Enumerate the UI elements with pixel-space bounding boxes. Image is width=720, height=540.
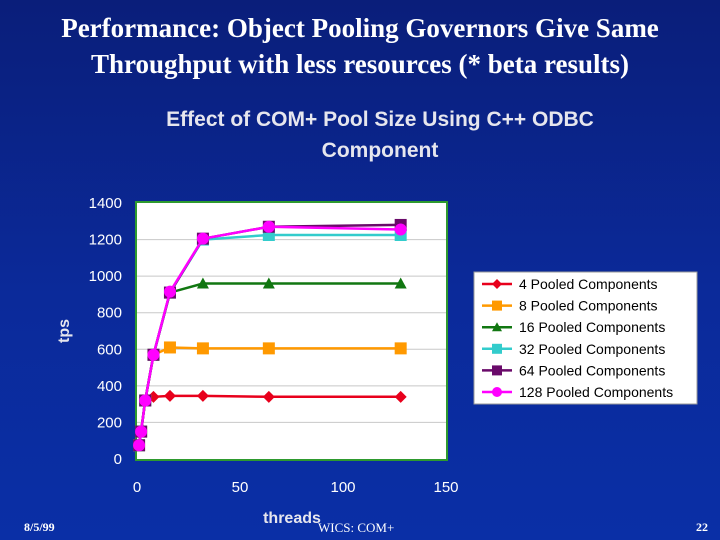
plot-area [135,201,448,461]
legend-marker [492,300,502,311]
data-point [147,348,160,361]
footer-center-text: WICS: COM+ [318,520,395,535]
x-axis-label: threads [263,510,321,527]
data-point [394,342,407,355]
data-point [196,342,209,355]
y-axis-label: tps [56,319,73,343]
chart-title-line-1: Effect of COM+ Pool Size Using C++ ODBC [166,108,594,131]
legend-marker [492,279,502,289]
data-point [133,439,146,452]
page-number: 22 [696,520,708,534]
legend-item: 128 Pooled Components [482,384,673,400]
data-point [262,342,275,355]
y-tick-label: 0 [114,451,122,468]
legend-label: 64 Pooled Components [519,362,665,378]
legend-label: 16 Pooled Components [519,319,665,335]
legend-item: 16 Pooled Components [482,319,665,335]
y-tick-label: 1000 [89,268,122,285]
legend-label: 32 Pooled Components [519,341,665,357]
legend-marker [492,365,502,376]
data-point [196,389,209,402]
legend-item: 8 Pooled Components [482,298,658,314]
chart-title-line-2: Component [321,139,439,162]
data-point [394,390,407,403]
legend-marker [492,343,502,354]
chart-title: Effect of COM+ Pool Size Using C++ ODBC … [120,104,640,166]
legend-marker [492,322,502,332]
legend-marker [492,387,502,397]
legend-label: 4 Pooled Components [519,276,658,292]
y-tick-label: 800 [97,305,122,322]
y-tick-label: 400 [97,378,122,395]
footer-date: 8/5/99 [24,520,55,534]
data-point [163,285,176,298]
data-point [394,277,407,289]
legend-item: 4 Pooled Components [482,276,658,292]
legend-label: 8 Pooled Components [519,298,658,314]
legend-item: 32 Pooled Components [482,341,665,357]
y-tick-label: 1200 [89,232,122,249]
data-point [262,277,275,289]
series-layer [133,218,407,452]
x-tick-label: 150 [433,479,458,496]
slide-title-line-1: Performance: Object Pooling Governors Gi… [61,13,659,43]
data-point [262,390,275,403]
legend-label: 128 Pooled Components [519,384,673,400]
data-point [135,425,148,438]
data-point [262,220,275,233]
x-tick-label: 100 [330,479,355,496]
y-tick-label: 200 [97,414,122,431]
data-point [394,223,407,236]
x-tick-label: 50 [232,479,249,496]
data-point [163,341,176,354]
slide-title: Performance: Object Pooling Governors Gi… [0,10,720,82]
legend-box [473,271,698,405]
data-point [163,389,176,402]
x-tick-label: 0 [133,479,141,496]
y-tick-label: 1400 [89,195,122,212]
data-point [196,277,209,289]
data-point [196,232,209,245]
legend-item: 64 Pooled Components [482,362,665,378]
data-point [139,394,152,407]
y-tick-label: 600 [97,341,122,358]
legend: 4 Pooled Components 8 Pooled Components 16… [473,271,698,405]
axes: 0 200 400 600 800 1000 1200 1400 0 50 100 150 thread… [56,195,459,527]
series-5 [133,220,407,452]
slide-title-line-2: Throughput with less resources (* beta r… [90,49,630,79]
